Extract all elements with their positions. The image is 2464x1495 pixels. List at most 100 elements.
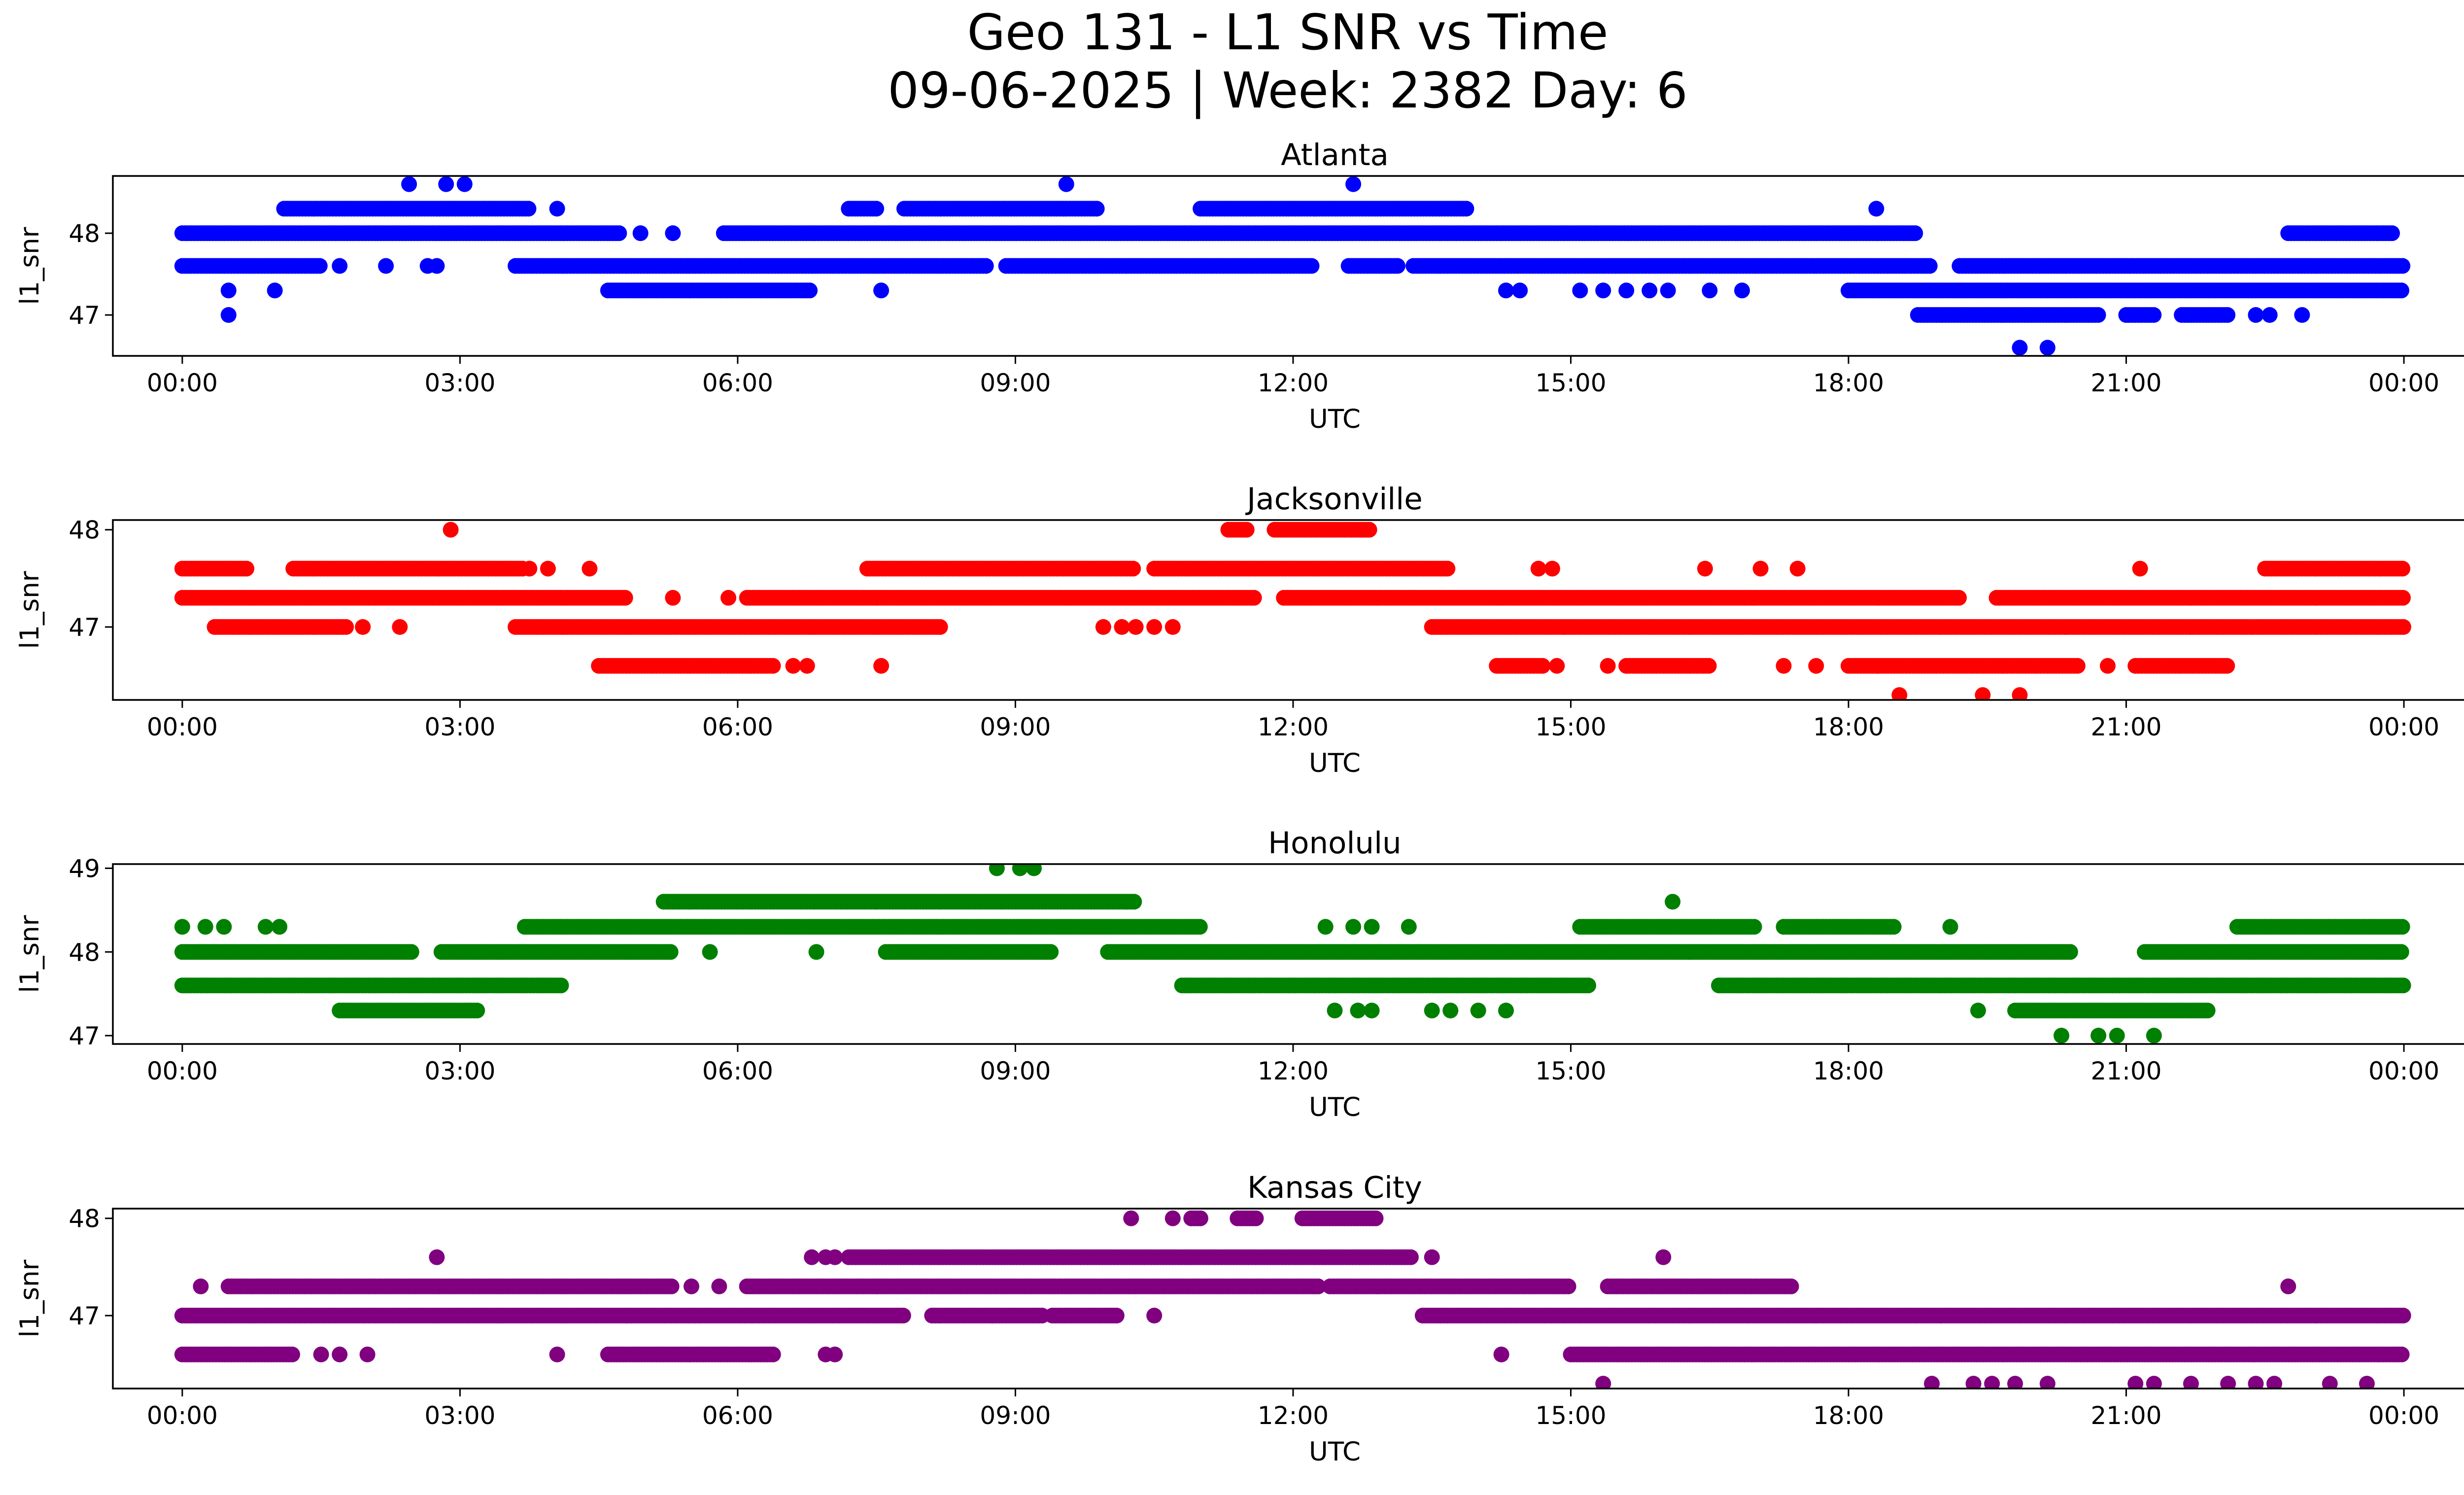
y-tick-label: 48 xyxy=(68,516,100,545)
data-point xyxy=(2248,307,2264,323)
data-point xyxy=(582,560,598,577)
x-tick-label: 15:00 xyxy=(1535,369,1606,397)
data-point xyxy=(1089,201,1105,217)
data-point xyxy=(1095,619,1111,635)
data-point xyxy=(311,258,328,274)
figure-title-line2: 09-06-2025 | Week: 2382 Day: 6 xyxy=(888,62,1687,119)
data-point xyxy=(338,619,354,635)
data-point xyxy=(443,522,459,538)
data-point xyxy=(1752,560,1769,577)
data-point xyxy=(611,225,627,242)
data-point xyxy=(1789,560,1806,577)
x-tick-label: 09:00 xyxy=(980,713,1051,741)
data-point xyxy=(2062,944,2078,960)
scatter-series xyxy=(174,522,2411,700)
data-point xyxy=(1642,282,1658,299)
data-point xyxy=(1535,658,1551,674)
data-point xyxy=(1345,176,1362,192)
data-point xyxy=(2039,340,2055,356)
x-tick-label: 09:00 xyxy=(980,369,1051,397)
x-tick-label: 18:00 xyxy=(1813,369,1884,397)
y-axis-label: l1_snr xyxy=(15,571,45,649)
data-point xyxy=(662,944,679,960)
data-point xyxy=(1192,919,1208,935)
x-tick-label: 15:00 xyxy=(1535,713,1606,741)
data-point xyxy=(220,282,237,299)
data-point xyxy=(540,560,556,577)
data-point xyxy=(267,282,283,299)
data-point xyxy=(2395,560,2411,577)
data-point xyxy=(2261,307,2278,323)
data-point xyxy=(2090,307,2106,323)
y-axis-label: l1_snr xyxy=(15,227,45,305)
data-point xyxy=(720,590,737,606)
data-point xyxy=(617,590,633,606)
data-point xyxy=(2100,658,2116,674)
x-tick-label: 06:00 xyxy=(702,713,773,741)
data-point xyxy=(1544,560,1560,577)
data-point xyxy=(220,307,237,323)
data-point xyxy=(1164,619,1181,635)
data-point xyxy=(2395,977,2411,994)
data-point xyxy=(785,658,801,674)
data-point xyxy=(2220,307,2236,323)
data-point xyxy=(1303,258,1320,274)
data-point xyxy=(665,225,681,242)
data-point xyxy=(2219,658,2235,674)
data-point xyxy=(1701,658,1717,674)
x-tick-label: 03:00 xyxy=(424,369,495,397)
data-point xyxy=(1114,619,1130,635)
data-point xyxy=(378,258,394,274)
y-tick-label: 48 xyxy=(68,219,100,248)
x-tick-label: 03:00 xyxy=(424,713,495,741)
data-point xyxy=(355,619,371,635)
data-point xyxy=(1702,282,1718,299)
scatter-series xyxy=(174,864,2411,1043)
data-point xyxy=(392,619,408,635)
data-point xyxy=(2384,225,2400,242)
subplot-title: Honolulu xyxy=(1268,826,1401,861)
data-point xyxy=(239,560,255,577)
data-point xyxy=(2012,687,2028,700)
y-tick-label: 47 xyxy=(68,301,100,330)
data-point xyxy=(1043,944,1059,960)
x-axis-label: UTC xyxy=(1309,404,1361,434)
data-point xyxy=(802,282,818,299)
data-point xyxy=(1458,201,1474,217)
axes-frame xyxy=(112,175,2464,357)
data-point xyxy=(2012,340,2028,356)
x-tick-label: 00:00 xyxy=(2368,369,2439,397)
x-tick-label: 00:00 xyxy=(147,713,218,741)
data-point xyxy=(932,619,948,635)
data-point xyxy=(1776,658,1792,674)
data-point xyxy=(1595,282,1611,299)
scatter-series xyxy=(174,176,2411,356)
data-point xyxy=(438,176,454,192)
data-point xyxy=(2395,619,2411,635)
x-tick-label: 12:00 xyxy=(1258,713,1329,741)
x-tick-label: 18:00 xyxy=(1813,713,1884,741)
data-point xyxy=(1512,282,1528,299)
data-point xyxy=(1951,590,1967,606)
data-point xyxy=(521,560,538,577)
x-tick-label: 21:00 xyxy=(2090,713,2161,741)
x-tick-label: 00:00 xyxy=(2368,713,2439,741)
data-point xyxy=(549,201,565,217)
data-point xyxy=(978,258,994,274)
data-point xyxy=(1600,658,1616,674)
data-point xyxy=(1907,225,1923,242)
figure-title-line1: Geo 131 - L1 SNR vs Time xyxy=(967,3,1608,61)
data-point xyxy=(429,258,445,274)
data-point xyxy=(1246,590,1262,606)
data-point xyxy=(799,658,815,674)
data-point xyxy=(403,944,419,960)
data-point xyxy=(332,258,348,274)
data-point xyxy=(632,225,649,242)
data-point xyxy=(1580,977,1596,994)
data-point xyxy=(2395,258,2411,274)
data-point xyxy=(1734,282,1750,299)
data-point xyxy=(1891,687,1908,700)
